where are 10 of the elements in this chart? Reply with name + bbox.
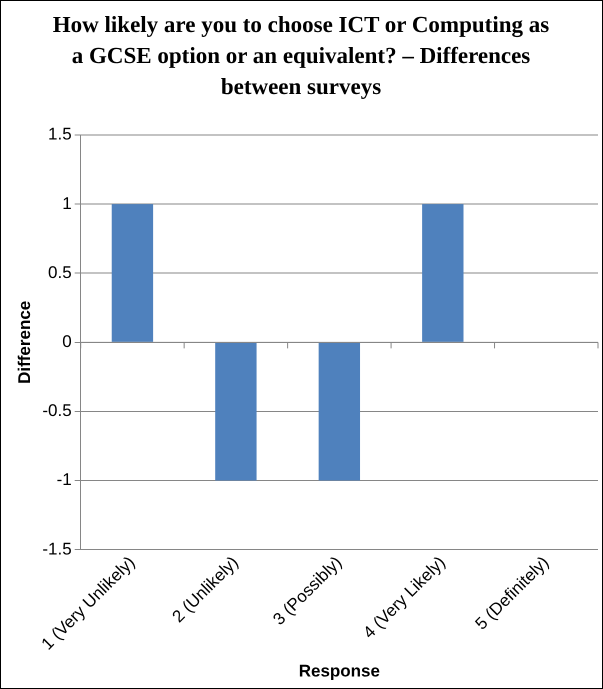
y-tick-label: -1.5 xyxy=(42,539,72,558)
y-tick-label: -1 xyxy=(56,470,72,490)
x-axis-title: Response xyxy=(298,661,380,680)
y-tick-label: -0.5 xyxy=(42,401,72,420)
y-axis-title: Difference xyxy=(14,300,34,384)
chart-title: How likely are you to choose ICT or Computing as a GCSE option or an equivalent? – Differences between surveys xyxy=(52,11,550,101)
y-tick-label: 1 xyxy=(62,194,72,213)
y-tick-label: 1.5 xyxy=(48,124,72,144)
y-tick-label: 0.5 xyxy=(48,262,72,282)
y-tick-label: 0 xyxy=(62,332,72,352)
